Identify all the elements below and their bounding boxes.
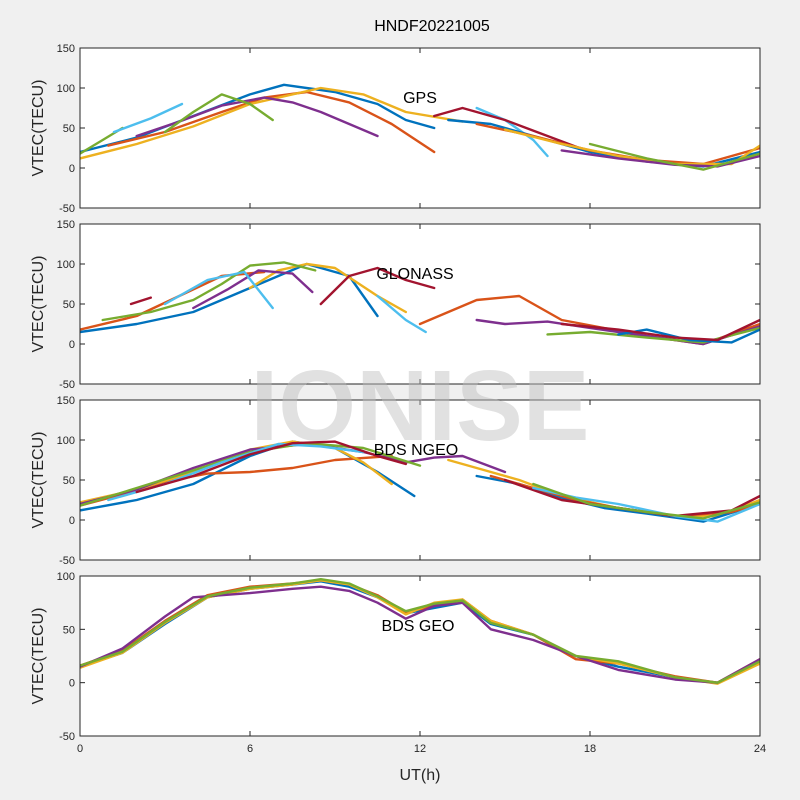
x-axis-label: UT(h) <box>400 767 441 784</box>
series-line-6 <box>163 93 274 134</box>
y-tick-label: -50 <box>59 203 75 215</box>
watermark: IONISE <box>251 350 590 462</box>
y-tick-label: 150 <box>57 43 75 55</box>
panel-label: BDS GEO <box>382 618 455 635</box>
series-line-8 <box>475 106 549 158</box>
series-line-7 <box>135 440 407 494</box>
y-tick-label: 100 <box>57 571 75 583</box>
figure-title: HNDF20221005 <box>374 18 490 35</box>
series-line-5 <box>101 261 317 322</box>
y-tick-label: -50 <box>59 555 75 567</box>
panel-2: -50 0 50 100 150 VTEC(TECU) GLONASS <box>30 219 761 391</box>
x-tick-label: 12 <box>414 743 426 755</box>
series-line-4 <box>80 585 760 684</box>
y-ticks: -50 0 50 100 <box>57 571 760 743</box>
series-line-14 <box>588 142 760 171</box>
y-tick-label: 150 <box>57 395 75 407</box>
y-tick-label: -50 <box>59 731 75 743</box>
y-tick-label: 0 <box>69 678 75 690</box>
y-axis-label: VTEC(TECU) <box>30 80 47 177</box>
x-ticks: 0 6 12 18 24 <box>77 576 766 755</box>
series-group <box>80 440 760 523</box>
y-tick-label: 0 <box>69 163 75 175</box>
panel-label: GPS <box>403 90 437 107</box>
panel-1: -50 0 50 100 150 VTEC(TECU) GPS <box>30 43 761 215</box>
series-line-3 <box>80 86 464 160</box>
y-tick-label: 100 <box>57 435 75 447</box>
x-tick-label: 24 <box>754 743 766 755</box>
y-axis-label: VTEC(TECU) <box>30 432 47 529</box>
x-ticks <box>79 224 761 384</box>
series-group <box>80 261 760 346</box>
series-line-6 <box>163 270 274 310</box>
plot-area <box>80 400 760 560</box>
series-line-10 <box>376 294 427 334</box>
series-line-13 <box>532 482 760 520</box>
y-tick-label: 100 <box>57 259 75 271</box>
plot-area <box>80 48 760 208</box>
y-tick-label: 150 <box>57 219 75 231</box>
series-line-14 <box>560 318 760 342</box>
series-group <box>80 578 760 685</box>
series-line-4 <box>135 96 379 138</box>
series-line-7 <box>129 296 153 306</box>
panel-label: BDS NGEO <box>374 442 458 459</box>
x-tick-label: 18 <box>584 743 596 755</box>
series-line-5 <box>80 578 760 684</box>
y-tick-label: -50 <box>59 379 75 391</box>
y-tick-label: 0 <box>69 339 75 351</box>
x-ticks <box>79 400 761 560</box>
y-tick-label: 0 <box>69 515 75 527</box>
plot-area <box>80 224 760 384</box>
y-tick-label: 100 <box>57 83 75 95</box>
y-tick-label: 50 <box>63 475 75 487</box>
panel-3: -50 0 50 100 150 VTEC(TECU) BDS NGEO <box>30 395 761 567</box>
x-tick-label: 0 <box>77 743 83 755</box>
y-tick-label: 50 <box>63 624 75 636</box>
series-group <box>80 83 760 171</box>
y-tick-label: 50 <box>63 299 75 311</box>
y-tick-label: 50 <box>63 123 75 135</box>
x-ticks <box>79 48 761 208</box>
y-ticks: -50 0 50 100 150 <box>57 395 760 567</box>
plot-area <box>80 576 760 736</box>
panel-label: GLONASS <box>376 266 453 283</box>
series-line-7 <box>112 102 184 134</box>
y-axis-label: VTEC(TECU) <box>30 256 47 353</box>
series-line-4 <box>192 269 314 310</box>
x-tick-label: 6 <box>247 743 253 755</box>
y-ticks: -50 0 50 100 150 <box>57 219 760 391</box>
series-line-8 <box>319 266 436 306</box>
y-ticks: -50 0 50 100 150 <box>57 43 760 215</box>
y-axis-label: VTEC(TECU) <box>30 608 47 705</box>
